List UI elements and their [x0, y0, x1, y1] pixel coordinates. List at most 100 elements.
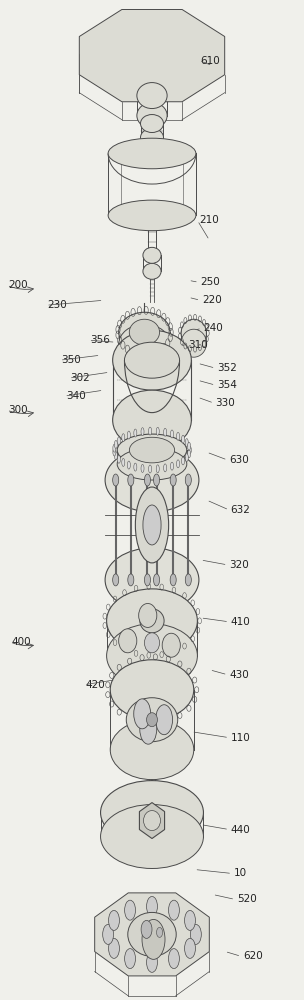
- Text: 340: 340: [66, 391, 85, 401]
- Ellipse shape: [147, 11, 157, 29]
- Ellipse shape: [119, 324, 170, 364]
- Text: 520: 520: [237, 894, 257, 904]
- Ellipse shape: [168, 900, 179, 920]
- Ellipse shape: [154, 574, 160, 586]
- Ellipse shape: [101, 805, 203, 868]
- Ellipse shape: [168, 949, 179, 969]
- Text: 320: 320: [229, 560, 249, 570]
- Ellipse shape: [181, 435, 185, 443]
- Ellipse shape: [181, 319, 206, 347]
- Ellipse shape: [147, 151, 157, 165]
- Polygon shape: [79, 9, 225, 102]
- Ellipse shape: [185, 574, 191, 586]
- Ellipse shape: [110, 660, 194, 720]
- Ellipse shape: [127, 431, 130, 439]
- Text: 310: 310: [188, 340, 208, 350]
- Ellipse shape: [188, 446, 191, 454]
- Ellipse shape: [149, 465, 152, 473]
- Ellipse shape: [107, 589, 197, 653]
- Ellipse shape: [137, 103, 167, 129]
- Ellipse shape: [119, 78, 129, 96]
- Ellipse shape: [177, 460, 180, 468]
- Ellipse shape: [139, 603, 157, 627]
- Text: 610: 610: [200, 56, 220, 66]
- Text: 630: 630: [229, 455, 249, 465]
- Ellipse shape: [162, 633, 180, 657]
- Text: 200: 200: [8, 280, 28, 290]
- Ellipse shape: [181, 329, 206, 357]
- Text: 302: 302: [70, 373, 90, 383]
- Ellipse shape: [125, 900, 136, 920]
- Ellipse shape: [105, 448, 199, 512]
- Ellipse shape: [128, 574, 134, 586]
- Ellipse shape: [185, 454, 188, 462]
- Ellipse shape: [113, 444, 116, 452]
- Ellipse shape: [117, 434, 187, 466]
- Text: 354: 354: [217, 380, 237, 390]
- Ellipse shape: [117, 437, 120, 445]
- Ellipse shape: [177, 432, 180, 440]
- Ellipse shape: [99, 65, 108, 83]
- Ellipse shape: [122, 458, 125, 466]
- Text: 220: 220: [202, 295, 222, 305]
- Ellipse shape: [143, 811, 161, 831]
- Polygon shape: [140, 803, 164, 839]
- Ellipse shape: [141, 920, 152, 938]
- Ellipse shape: [127, 461, 130, 469]
- Ellipse shape: [185, 474, 191, 486]
- Ellipse shape: [110, 720, 194, 780]
- Text: 430: 430: [229, 670, 249, 680]
- Ellipse shape: [108, 200, 196, 231]
- Ellipse shape: [164, 464, 167, 472]
- Text: 250: 250: [200, 277, 220, 287]
- Ellipse shape: [107, 624, 197, 688]
- Text: 440: 440: [231, 825, 250, 835]
- Ellipse shape: [156, 465, 159, 473]
- Ellipse shape: [140, 115, 164, 133]
- Ellipse shape: [196, 29, 205, 47]
- Text: 240: 240: [203, 323, 223, 333]
- Ellipse shape: [135, 487, 169, 563]
- Ellipse shape: [147, 952, 157, 972]
- Ellipse shape: [144, 574, 150, 586]
- Ellipse shape: [122, 434, 125, 442]
- Ellipse shape: [147, 83, 157, 101]
- Ellipse shape: [142, 919, 165, 959]
- Text: 10: 10: [234, 868, 247, 878]
- Ellipse shape: [144, 474, 150, 486]
- Text: 632: 632: [231, 505, 250, 515]
- Ellipse shape: [108, 138, 196, 169]
- Ellipse shape: [113, 330, 191, 390]
- Ellipse shape: [143, 263, 161, 279]
- Ellipse shape: [154, 474, 160, 486]
- Ellipse shape: [185, 938, 195, 958]
- Ellipse shape: [149, 427, 152, 435]
- Text: 420: 420: [85, 680, 105, 690]
- Ellipse shape: [101, 781, 203, 845]
- Ellipse shape: [119, 312, 170, 352]
- Text: 400: 400: [11, 637, 31, 647]
- Ellipse shape: [140, 129, 164, 146]
- Ellipse shape: [109, 938, 119, 958]
- Ellipse shape: [147, 896, 157, 916]
- Ellipse shape: [130, 437, 174, 463]
- Ellipse shape: [114, 440, 117, 448]
- Ellipse shape: [128, 912, 176, 956]
- Ellipse shape: [171, 462, 174, 470]
- Text: 230: 230: [48, 300, 67, 310]
- Ellipse shape: [170, 474, 176, 486]
- Ellipse shape: [188, 442, 191, 450]
- Ellipse shape: [124, 342, 180, 378]
- Polygon shape: [95, 893, 209, 976]
- Ellipse shape: [157, 927, 163, 937]
- Text: 620: 620: [243, 951, 263, 961]
- Ellipse shape: [109, 910, 119, 930]
- Text: 352: 352: [217, 363, 237, 373]
- Ellipse shape: [117, 455, 120, 463]
- Ellipse shape: [181, 457, 185, 465]
- Ellipse shape: [143, 505, 161, 545]
- Ellipse shape: [196, 65, 205, 83]
- Ellipse shape: [144, 633, 160, 653]
- Ellipse shape: [141, 464, 144, 472]
- Ellipse shape: [113, 574, 119, 586]
